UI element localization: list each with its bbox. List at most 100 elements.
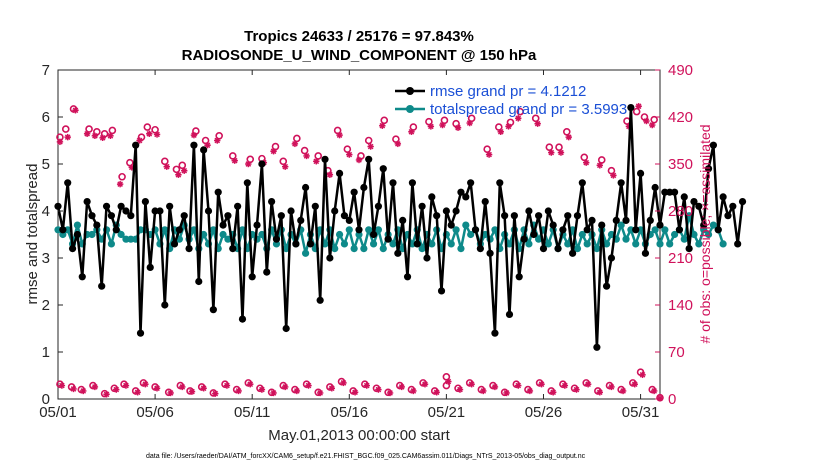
legend-spread-marker [406, 105, 414, 113]
rmse-point [583, 226, 591, 234]
rmse-point [389, 179, 397, 187]
totalspread-point [467, 230, 475, 239]
totalspread-point [238, 226, 247, 234]
obs-assimilated-point [355, 156, 363, 164]
asterisk-stroke [428, 123, 434, 130]
x-axis-label: May.01,2013 00:00:00 start [268, 427, 450, 444]
totalspread-point [704, 230, 713, 239]
totalspread-point [340, 240, 349, 248]
asterisk-stroke [80, 388, 87, 394]
rmse-point [593, 343, 601, 351]
obs-assimilated-point [116, 180, 124, 188]
rmse-point [607, 254, 616, 262]
obs-assimilated-point [421, 381, 429, 388]
asterisk-stroke [327, 171, 333, 178]
obs-assimilated-point [548, 149, 555, 156]
asterisk-stroke [336, 132, 343, 138]
obs-assimilated-point [408, 128, 415, 135]
totalspread-point [224, 235, 232, 243]
asterisk-stroke [92, 384, 98, 390]
rmse-point [54, 202, 62, 210]
rmse-point [622, 216, 630, 224]
asterisk-stroke [212, 390, 219, 397]
rmse-point [379, 165, 387, 173]
y-tick-left-label: 7 [42, 62, 50, 79]
totalspread-point [719, 240, 727, 248]
asterisk-stroke [596, 162, 603, 169]
asterisk-stroke [375, 386, 382, 393]
asterisk-stroke [57, 139, 63, 145]
y-tick-right-label: 420 [668, 109, 693, 126]
asterisk-stroke [503, 390, 510, 396]
x-tick-label: 05/11 [234, 404, 270, 421]
rmse-point [738, 198, 747, 206]
y-tick-right-label: 140 [668, 297, 693, 314]
obs-assimilated-point [293, 387, 301, 395]
totalspread-point [117, 230, 125, 239]
asterisk-stroke [515, 382, 522, 389]
obs-assimilated-point [313, 158, 320, 165]
y-tick-right-label: 0 [668, 391, 676, 408]
asterisk-stroke [259, 386, 265, 393]
rmse-point [685, 245, 693, 253]
asterisk-stroke [455, 124, 461, 131]
rmse-point [258, 160, 266, 168]
obs-assimilated-point [175, 171, 182, 178]
rmse-point [107, 212, 116, 220]
obs-assimilated-point [103, 391, 110, 398]
rmse-point [335, 169, 344, 177]
asterisk-stroke [107, 132, 114, 139]
asterisk-stroke [356, 157, 362, 163]
rmse-point [646, 216, 654, 224]
obs-assimilated-point [480, 387, 487, 395]
rmse-point [214, 188, 222, 196]
rmse-point [292, 240, 300, 248]
rmse-point [670, 188, 679, 196]
rmse-point [433, 212, 441, 220]
asterisk-stroke [154, 131, 160, 138]
totalspread-point [200, 230, 208, 239]
obs-assimilated-point [163, 163, 170, 170]
totalspread-point [670, 230, 679, 239]
rmse-point [248, 273, 256, 281]
asterisk-stroke [631, 381, 638, 388]
obs-assimilated-point [557, 149, 565, 156]
asterisk-stroke [64, 134, 71, 140]
asterisk-stroke [480, 388, 487, 394]
rmse-point [122, 207, 130, 215]
obs-assimilated-point [326, 171, 334, 178]
obs-assimilated-point [468, 381, 475, 388]
obs-assimilated-point [485, 151, 493, 158]
obs-assimilated-point [456, 386, 464, 393]
totalspread-point [525, 240, 533, 248]
asterisk-stroke [433, 389, 440, 396]
rmse-point [263, 268, 271, 276]
totalspread-point [331, 245, 339, 253]
asterisk-stroke [99, 134, 106, 141]
rmse-point [491, 329, 499, 337]
rmse-point [234, 202, 242, 210]
y-tick-left-label: 5 [42, 156, 50, 173]
rmse-point [117, 202, 125, 210]
obs-assimilated-point [631, 381, 638, 388]
asterisk-stroke [565, 134, 572, 140]
y-tick-right-label: 70 [668, 344, 685, 361]
rmse-point [127, 212, 135, 220]
rmse-point [549, 221, 557, 229]
obs-assimilated-point [190, 131, 198, 139]
asterisk-stroke [123, 382, 129, 389]
y-tick-left-label: 4 [42, 203, 50, 220]
totalspread-point [651, 226, 659, 234]
obs-assimilated-point [608, 383, 615, 391]
obs-assimilated-point [282, 383, 289, 391]
y-tick-right-label: 280 [668, 203, 693, 220]
obs-assimilated-point [583, 159, 590, 166]
asterisk-stroke [189, 388, 195, 395]
rmse-point [700, 221, 708, 229]
rmse-point [724, 212, 732, 220]
obs-assimilated-point [375, 386, 382, 393]
obs-assimilated-point [650, 387, 658, 395]
asterisk-stroke [610, 172, 617, 179]
rmse-point [695, 202, 703, 210]
